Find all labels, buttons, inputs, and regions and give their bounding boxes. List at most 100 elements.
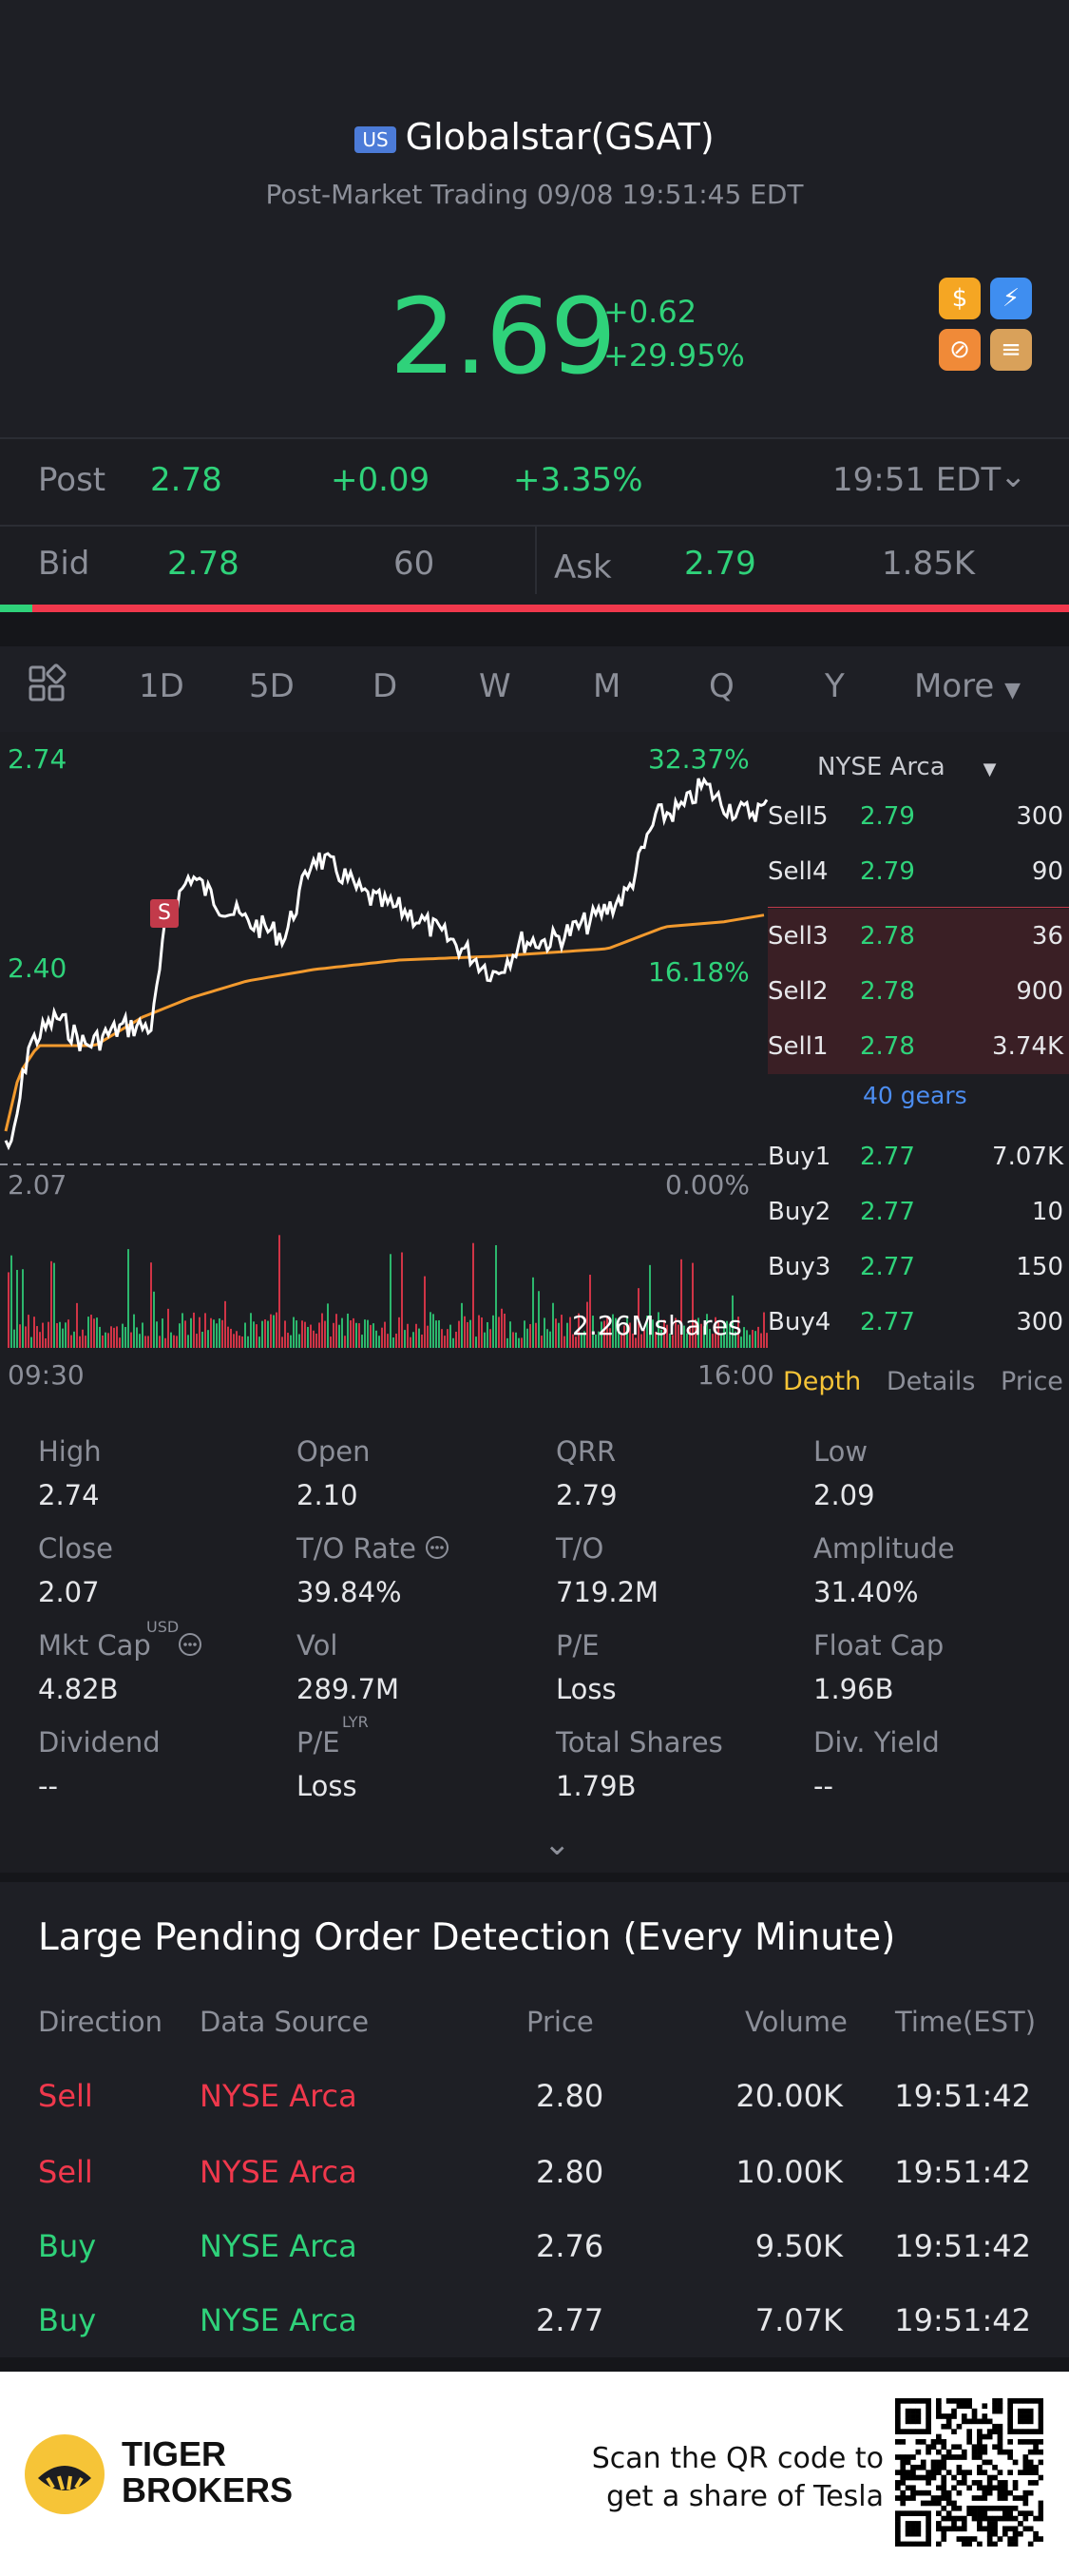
- volume-bar: [461, 1302, 463, 1348]
- tab-q[interactable]: Q: [709, 667, 735, 705]
- layers-icon[interactable]: ≡: [990, 329, 1032, 371]
- buy-level-row[interactable]: Buy3 2.77 150: [768, 1240, 1069, 1295]
- sell-level-row[interactable]: Sell2 2.78 900: [768, 964, 1069, 1019]
- qr-code[interactable]: [895, 2398, 1044, 2547]
- volume-bar: [612, 1314, 614, 1348]
- volume-bar: [709, 1329, 711, 1348]
- sell-marker[interactable]: S: [150, 899, 179, 928]
- dollar-icon[interactable]: $: [939, 278, 981, 319]
- lightning-icon[interactable]: ⚡: [990, 278, 1032, 319]
- intraday-chart[interactable]: S 2.74 2.40 2.07 32.37% 16.18% 0.00% 2.2…: [0, 732, 774, 1397]
- stat-label-high: High: [38, 1435, 102, 1468]
- volume-bar: [162, 1318, 163, 1348]
- tab-y[interactable]: Y: [825, 667, 845, 705]
- info-icon[interactable]: [424, 1534, 450, 1565]
- volume-bar: [122, 1323, 124, 1348]
- volume-bar: [364, 1319, 366, 1348]
- tab-5d[interactable]: 5D: [249, 667, 295, 705]
- tab-details[interactable]: Details: [886, 1367, 976, 1396]
- volume-bar: [467, 1321, 468, 1348]
- post-time[interactable]: 19:51 EDT: [832, 461, 1002, 499]
- volume-bar: [13, 1329, 15, 1348]
- pct-mid-label: 16.18%: [648, 956, 750, 988]
- volume-bar: [10, 1255, 12, 1348]
- volume-bar: [324, 1320, 326, 1348]
- no-short-icon[interactable]: ⊘: [939, 329, 981, 371]
- volume-bar: [353, 1317, 354, 1348]
- volume-bar: [230, 1328, 232, 1348]
- volume-bar: [321, 1313, 323, 1348]
- bid-price: 2.78: [167, 545, 239, 583]
- bid-ask-row: Bid 2.78 60 Ask 2.79 1.85K: [0, 526, 1069, 594]
- volume-bar: [643, 1330, 645, 1348]
- tab-more[interactable]: More ▼: [914, 667, 1021, 705]
- volume-bar: [276, 1312, 277, 1348]
- buy-level-row[interactable]: Buy1 2.77 7.07K: [768, 1129, 1069, 1184]
- promo-footer[interactable]: TIGER BROKERS Scan the QR code to get a …: [0, 2372, 1069, 2576]
- gears-link[interactable]: 40 gears: [863, 1082, 967, 1109]
- volume-bar: [307, 1326, 309, 1348]
- volume-bar: [692, 1262, 694, 1348]
- change-percent: +29.95%: [603, 337, 745, 374]
- volume-bar: [757, 1326, 759, 1348]
- order-direction: Sell: [38, 2154, 93, 2190]
- volume-bar: [39, 1332, 41, 1348]
- sell-level-row[interactable]: Sell1 2.78 3.74K: [768, 1019, 1069, 1074]
- tab-price[interactable]: Price: [1001, 1367, 1063, 1396]
- volume-bar: [407, 1323, 409, 1348]
- volume-bar: [79, 1336, 81, 1348]
- volume-bar: [127, 1249, 129, 1348]
- order-time: 19:51:42: [894, 2154, 1031, 2190]
- volume-bar: [144, 1336, 146, 1348]
- brand-name: TIGER BROKERS: [122, 2434, 294, 2509]
- expand-chevron-icon[interactable]: ⌄: [544, 1825, 571, 1863]
- info-icon[interactable]: [177, 1631, 203, 1662]
- level-label: Buy3: [768, 1253, 831, 1281]
- mkt-cap-currency: USD: [146, 1618, 180, 1636]
- level-label: Sell4: [768, 857, 829, 886]
- volume-bar: [25, 1326, 27, 1348]
- volume-bar: [358, 1323, 360, 1348]
- stat-value-amplitude: 31.40%: [813, 1576, 919, 1608]
- volume-bar: [760, 1333, 762, 1348]
- volume-bar: [529, 1323, 531, 1348]
- volume-bar: [620, 1335, 622, 1348]
- chevron-down-icon[interactable]: ⌄: [1000, 457, 1027, 495]
- divider: [0, 525, 1069, 527]
- tab-d[interactable]: D: [372, 667, 398, 705]
- order-time: 19:51:42: [894, 2302, 1031, 2338]
- x-end-label: 16:00: [697, 1359, 774, 1391]
- order-source: NYSE Arca: [200, 2078, 357, 2114]
- tab-depth[interactable]: Depth: [783, 1367, 862, 1396]
- volume-bar: [427, 1325, 429, 1348]
- dropdown-triangle-icon: ▼: [1004, 679, 1021, 702]
- tab-w[interactable]: W: [479, 667, 511, 705]
- volume-bar: [678, 1324, 679, 1348]
- trading-status: Post-Market Trading 09/08 19:51:45 EDT: [265, 179, 804, 210]
- tab-1d[interactable]: 1D: [139, 667, 184, 705]
- sell-level-row[interactable]: Sell4 2.79 90: [768, 844, 1069, 899]
- exchange-select[interactable]: NYSE Arca ▼: [817, 753, 997, 781]
- volume-bar: [236, 1331, 238, 1348]
- post-label: Post: [38, 461, 106, 499]
- volume-bar: [392, 1337, 394, 1348]
- tab-m[interactable]: M: [593, 667, 621, 705]
- volume-bar: [652, 1319, 654, 1348]
- sell-level-row[interactable]: Sell5 2.79 300: [768, 789, 1069, 844]
- volume-bar: [586, 1301, 588, 1348]
- grid-icon[interactable]: [29, 663, 67, 710]
- buy-level-row[interactable]: Buy4 2.77 300: [768, 1295, 1069, 1350]
- volume-bar: [541, 1336, 543, 1348]
- volume-bar: [632, 1333, 634, 1348]
- volume-bar: [105, 1332, 106, 1348]
- volume-bar: [606, 1317, 608, 1348]
- level-price: 2.78: [860, 922, 915, 951]
- level-size: 7.07K: [992, 1143, 1063, 1171]
- order-volume: 10.00K: [735, 2154, 843, 2190]
- sell-level-row[interactable]: Sell3 2.78 36: [768, 909, 1069, 964]
- buy-level-row[interactable]: Buy2 2.77 10: [768, 1184, 1069, 1240]
- post-market-row: Post 2.78 +0.09 +3.35% 19:51 EDT ⌄: [0, 457, 1069, 509]
- volume-bar: [267, 1320, 269, 1348]
- volume-bar: [70, 1335, 72, 1348]
- volume-bar: [495, 1244, 497, 1348]
